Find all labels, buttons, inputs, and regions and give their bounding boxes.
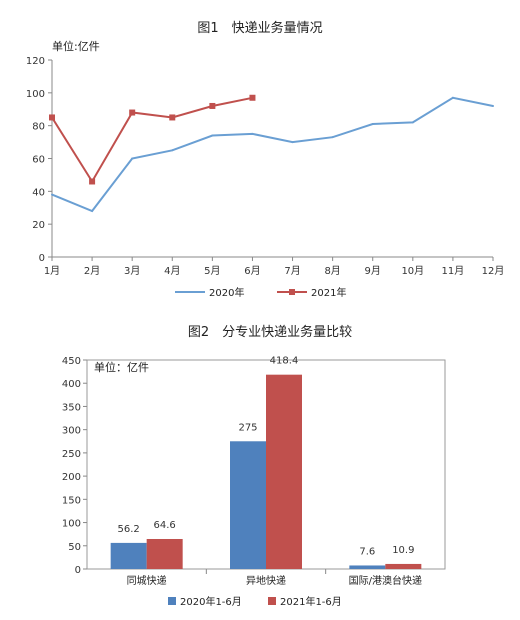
line-chart-x-tick-label: 12月 <box>482 265 505 277</box>
line-series-1-point <box>331 136 334 139</box>
line-series-1-point <box>411 121 414 124</box>
bar-1-series-1 <box>110 542 147 569</box>
line-legend-marker-2 <box>289 289 295 295</box>
line-chart-x-tick-label: 11月 <box>442 265 465 277</box>
bar-chart-y-tick-label: 300 <box>62 426 81 437</box>
bar-chart-y-tick-label: 0 <box>75 565 81 576</box>
line-chart-y-tick-label: 40 <box>32 187 45 198</box>
bar-chart-y-tick-label: 150 <box>62 495 81 506</box>
line-legend-label-2: 2021年 <box>311 286 346 299</box>
line-chart-y-tick-label: 60 <box>32 155 45 166</box>
bar-data-label: 418.4 <box>270 356 299 367</box>
line-series-2-point <box>249 94 256 101</box>
bar-chart-y-tick-label: 200 <box>62 472 81 483</box>
line-series-2-point <box>209 102 216 109</box>
line-series-1-point <box>451 96 454 99</box>
line-chart-y-tick-label: 20 <box>32 220 45 231</box>
bar-chart-y-tick-label: 350 <box>62 402 81 413</box>
line-series-1-point <box>91 210 94 213</box>
line-series-1-point <box>51 193 53 196</box>
line-chart-unit-label: 单位:亿件 <box>52 39 100 53</box>
bar-data-label: 7.6 <box>359 546 375 557</box>
line-legend-label-1: 2020年 <box>209 286 244 299</box>
line-series-2-point <box>129 109 136 116</box>
bar-chart-x-tick-label: 同城快递 <box>127 574 167 587</box>
line-series-1-point <box>211 134 214 137</box>
line-series-2 <box>51 96 253 184</box>
bar-data-label: 275 <box>238 422 257 433</box>
bar-data-label: 56.2 <box>118 524 140 535</box>
line-chart-x-tick-label: 3月 <box>124 265 140 277</box>
line-chart-figure: 图1 快递业务量情况 单位:亿件 0 20 40 60 80 100 120 1月 2月 3月 4月… <box>0 0 520 305</box>
bar-data-label: 10.9 <box>392 545 414 556</box>
bar-data-label: 64.6 <box>154 520 176 531</box>
line-series-1-point <box>131 157 134 160</box>
line-chart-x-tick-label: 5月 <box>204 265 220 277</box>
line-series-2-point <box>89 178 96 185</box>
line-chart-title: 图1 快递业务量情况 <box>197 20 322 36</box>
line-chart-y-tick-label: 80 <box>32 122 45 133</box>
bar-legend-label-2: 2021年1-6月 <box>280 595 342 608</box>
bar-chart-y-tick-label: 400 <box>62 379 81 390</box>
bar-chart-y-tick-label: 450 <box>62 356 81 367</box>
line-series-1-point <box>171 149 174 152</box>
line-series-2-point <box>49 114 55 121</box>
bar-legend-swatch-2 <box>268 597 276 605</box>
line-chart-x-tick-label: 8月 <box>324 265 340 277</box>
line-chart-y-tick-label: 100 <box>26 89 45 100</box>
line-series-1 <box>51 96 494 213</box>
bar-legend-label-1: 2020年1-6月 <box>180 595 242 608</box>
bar-chart-x-tick-label: 国际/港澳台快递 <box>349 574 422 587</box>
bar-3-series-2 <box>385 563 422 569</box>
line-chart-x-tick-label: 6月 <box>244 265 260 277</box>
bar-chart-svg: 图2 分专业快递业务量比较 单位：亿件 0 50 100 150 200 250 300 35… <box>62 324 446 608</box>
line-chart-x-tick-label: 7月 <box>284 265 300 277</box>
bar-2-series-1 <box>230 441 266 569</box>
line-chart-x-tick-label: 2月 <box>84 265 100 277</box>
bar-chart-title: 图2 分专业快递业务量比较 <box>188 324 352 340</box>
bar-chart-figure: 图2 分专业快递业务量比较 单位：亿件 0 50 100 150 200 250 300 35… <box>0 320 520 616</box>
bar-2-series-2 <box>266 374 302 569</box>
line-chart-x-tick-label: 1月 <box>44 265 60 277</box>
line-series-2-point <box>169 114 176 121</box>
line-chart-y-tick-label: 120 <box>26 56 45 67</box>
bar-chart-x-tick-label: 异地快递 <box>246 574 286 587</box>
bar-chart-y-tick-label: 100 <box>62 519 81 530</box>
bar-1-series-2 <box>146 538 183 569</box>
bar-legend-swatch-1 <box>168 597 176 605</box>
bar-chart-y-tick-label: 250 <box>62 449 81 460</box>
line-chart-x-tick-label: 4月 <box>164 265 180 277</box>
bar-chart-y-tick-label: 50 <box>68 542 81 553</box>
bar-chart-unit-label: 单位：亿件 <box>94 360 149 374</box>
line-chart-x-tick-label: 9月 <box>365 265 381 277</box>
line-series-1-point <box>492 104 494 107</box>
line-series-1-point <box>371 123 374 126</box>
line-series-1-point <box>251 132 254 135</box>
line-chart-svg: 图1 快递业务量情况 单位:亿件 0 20 40 60 80 100 120 1月 2月 3月 4月… <box>26 20 505 299</box>
line-series-1-point <box>291 141 294 144</box>
line-chart-y-tick-label: 0 <box>39 253 45 264</box>
bar-3-series-1 <box>349 565 386 569</box>
line-chart-x-tick-label: 10月 <box>401 265 424 277</box>
